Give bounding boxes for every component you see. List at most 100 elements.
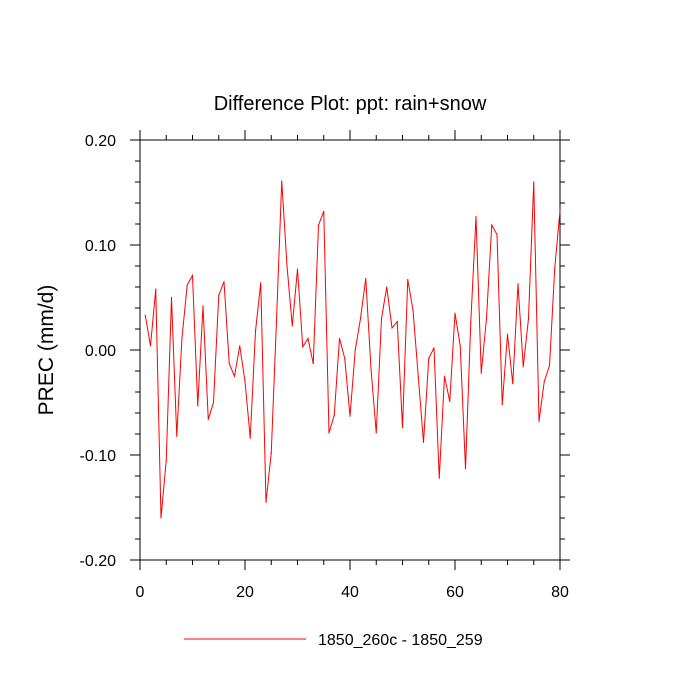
data-point xyxy=(296,268,299,270)
data-point xyxy=(328,432,330,434)
y-axis-label: PREC (mm/d) xyxy=(35,285,58,416)
data-point xyxy=(496,233,498,236)
data-point xyxy=(186,284,188,286)
data-point xyxy=(249,437,251,439)
data-point xyxy=(464,468,467,470)
data-point xyxy=(443,375,446,377)
data-point xyxy=(548,365,551,367)
data-point xyxy=(197,405,199,407)
y-tick-label: 0.00 xyxy=(85,343,116,360)
data-point xyxy=(517,283,519,285)
data-point xyxy=(160,517,162,519)
data-point xyxy=(191,274,194,277)
data-point xyxy=(170,296,173,299)
data-point xyxy=(149,345,152,347)
data-point xyxy=(291,325,293,327)
data-point xyxy=(144,314,146,316)
data-point xyxy=(533,181,535,183)
data-point xyxy=(380,317,383,320)
series-points xyxy=(144,180,561,519)
data-point xyxy=(391,327,393,329)
data-point xyxy=(260,282,262,284)
data-point xyxy=(538,420,540,422)
data-point xyxy=(554,267,556,269)
y-tick-label: -0.20 xyxy=(80,553,117,570)
data-point xyxy=(281,180,283,182)
major-ticks xyxy=(130,130,570,570)
data-point xyxy=(396,321,398,323)
data-point xyxy=(176,435,178,437)
data-point xyxy=(181,336,183,338)
data-point xyxy=(244,380,246,383)
data-point xyxy=(375,432,377,434)
data-point xyxy=(349,415,351,417)
x-tick-labels: 0 20 40 60 80 xyxy=(136,584,569,601)
series-line xyxy=(144,180,561,519)
data-point xyxy=(428,357,430,359)
data-point xyxy=(449,400,451,403)
x-tick-label: 60 xyxy=(446,584,464,601)
data-point xyxy=(155,288,157,290)
data-point xyxy=(422,441,425,443)
data-point xyxy=(527,317,530,320)
data-point xyxy=(417,375,419,377)
data-point xyxy=(459,345,461,347)
data-point xyxy=(218,294,220,296)
x-tick-label: 40 xyxy=(341,584,359,601)
data-point xyxy=(207,418,209,420)
data-point xyxy=(438,477,440,479)
data-point xyxy=(506,333,509,335)
data-point xyxy=(454,312,456,314)
data-point xyxy=(522,366,524,368)
data-point xyxy=(165,459,167,461)
data-point xyxy=(559,209,561,211)
x-tick-label: 80 xyxy=(551,584,569,601)
data-point xyxy=(223,281,225,283)
data-point xyxy=(265,501,267,503)
data-point xyxy=(485,317,488,320)
data-point xyxy=(512,383,514,385)
data-point xyxy=(317,224,320,226)
legend: 1850_260c - 1850_259 xyxy=(184,632,483,649)
data-point xyxy=(333,414,335,416)
y-tick-label: -0.10 xyxy=(80,448,117,465)
data-point xyxy=(344,357,346,359)
data-point xyxy=(212,401,215,404)
data-point xyxy=(239,345,241,347)
data-point xyxy=(254,330,257,332)
x-tick-label: 0 xyxy=(136,584,145,601)
data-point xyxy=(386,286,388,288)
data-point xyxy=(228,363,230,365)
data-point xyxy=(323,210,325,212)
minor-ticks xyxy=(135,135,565,565)
data-point xyxy=(470,322,472,324)
data-point xyxy=(359,317,362,320)
data-point xyxy=(312,363,314,365)
data-point xyxy=(270,452,272,454)
chart-title: Difference Plot: ppt: rain+snow xyxy=(214,93,487,115)
data-point xyxy=(407,279,409,281)
data-point xyxy=(543,380,545,383)
data-point xyxy=(480,372,482,374)
plot-frame xyxy=(139,139,561,561)
data-point xyxy=(354,349,356,351)
data-point xyxy=(338,337,341,340)
data-point xyxy=(501,404,503,406)
data-point xyxy=(302,346,304,348)
y-tick-label: 0.10 xyxy=(85,238,116,255)
data-point xyxy=(433,347,435,349)
data-point xyxy=(401,427,404,429)
legend-label: 1850_260c - 1850_259 xyxy=(318,632,483,649)
y-tick-label: 0.20 xyxy=(85,133,116,150)
data-point xyxy=(233,375,236,377)
data-point xyxy=(286,265,288,267)
y-tick-labels: -0.20 -0.10 0.00 0.10 0.20 xyxy=(80,133,117,570)
data-point xyxy=(475,216,477,218)
data-point xyxy=(365,278,367,280)
data-point xyxy=(412,309,414,311)
data-point xyxy=(491,224,493,226)
data-point xyxy=(202,305,204,307)
data-point xyxy=(370,368,372,370)
x-tick-label: 20 xyxy=(236,584,254,601)
